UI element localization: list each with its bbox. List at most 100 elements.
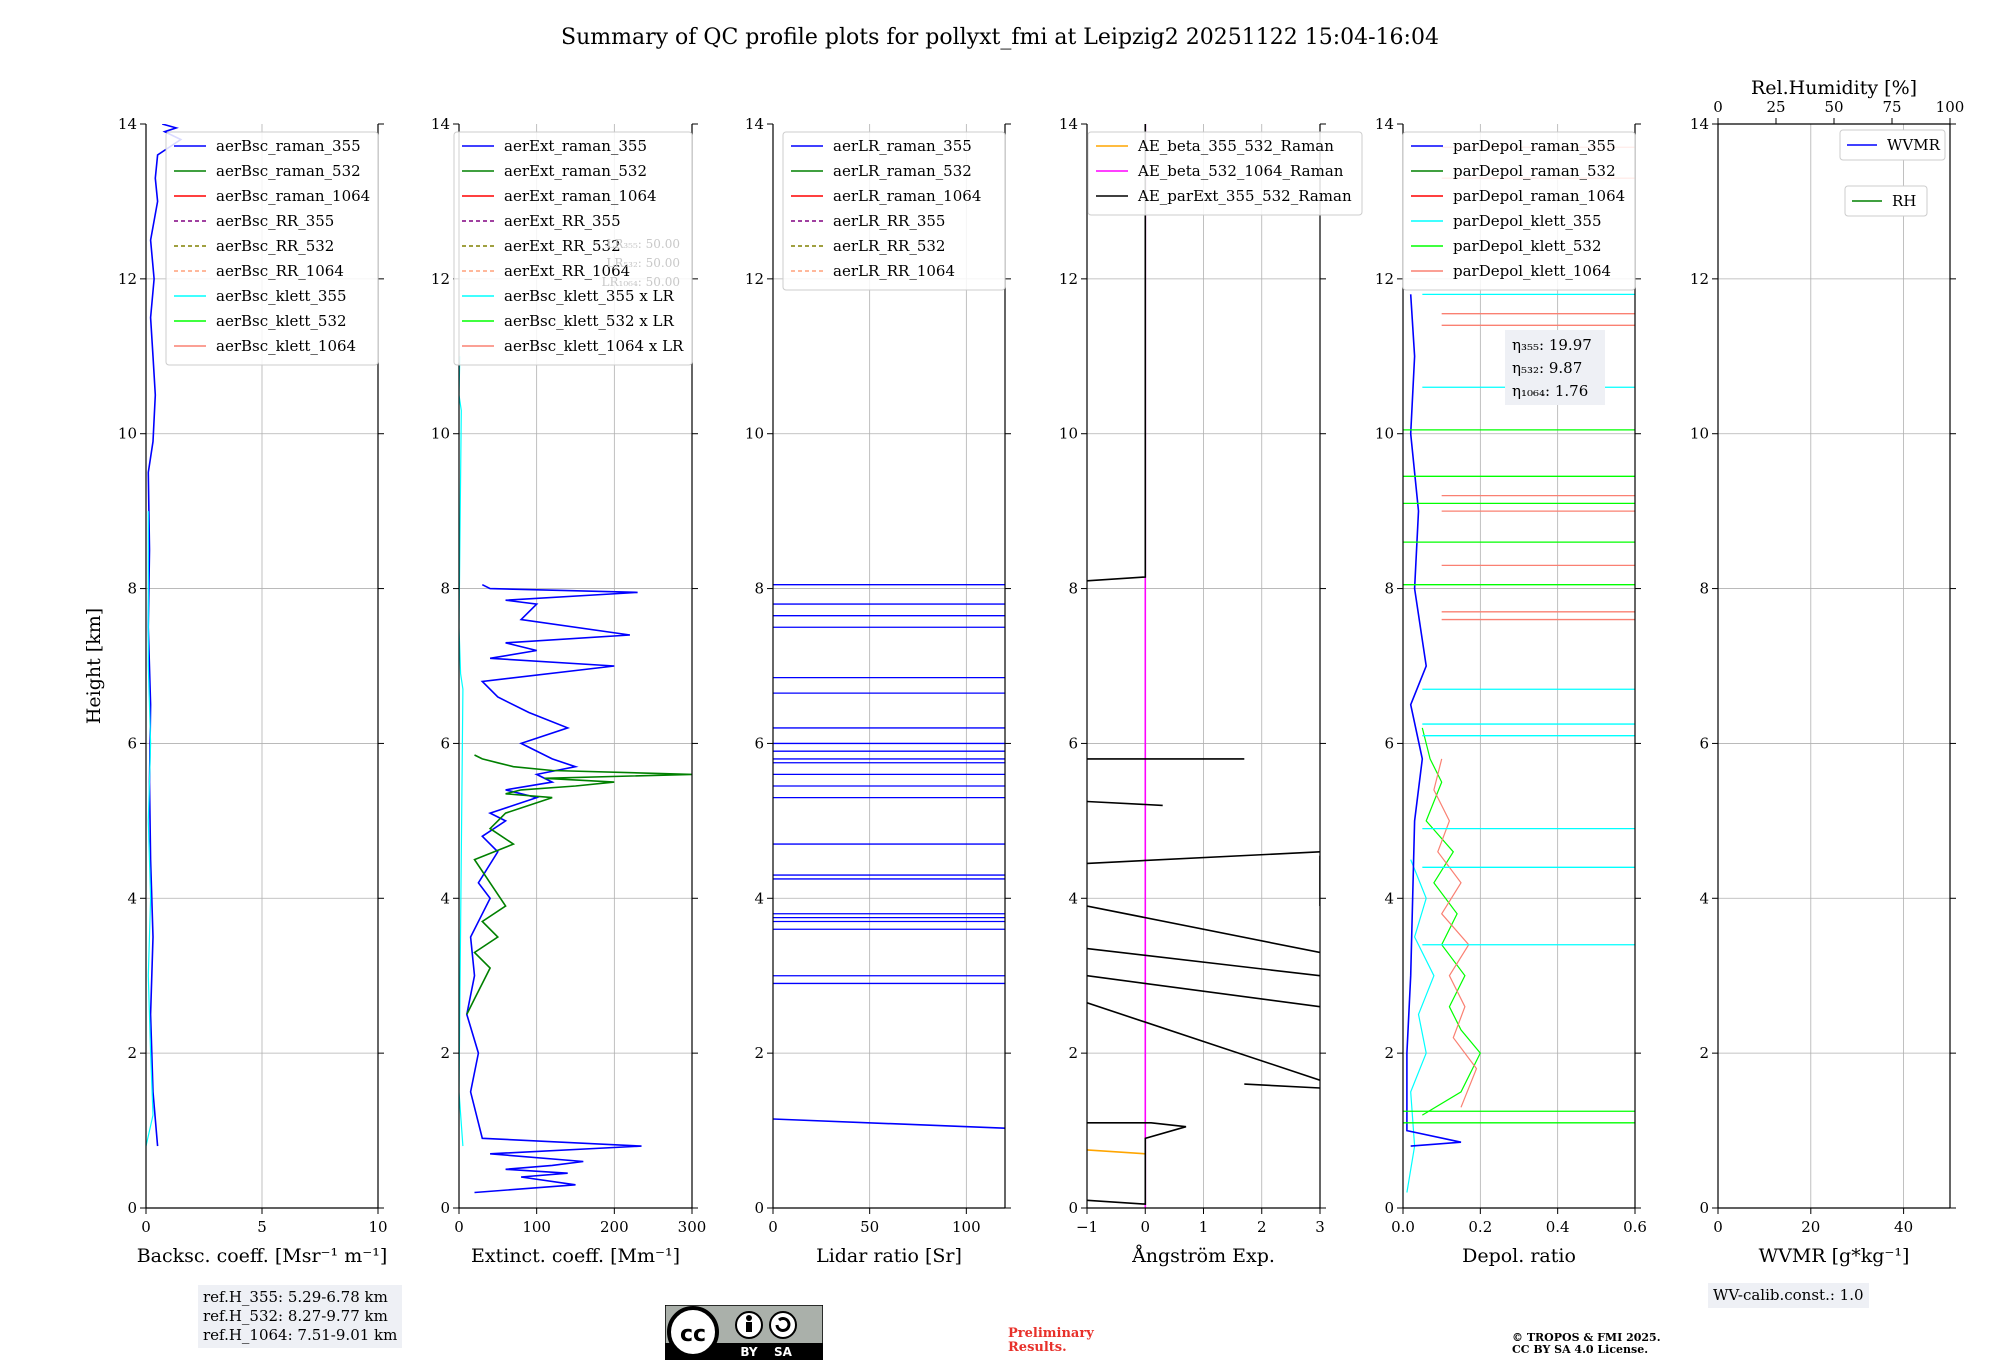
legend-entry: aerExt_RR_355 (504, 212, 621, 230)
x-tick-label: 2 (1257, 1218, 1267, 1236)
legend-entry: parDepol_raman_532 (1453, 162, 1616, 180)
legend-entry: aerLR_RR_1064 (833, 262, 955, 280)
y-tick-label: 12 (1059, 270, 1078, 288)
legend-entry: parDepol_klett_532 (1453, 237, 1602, 255)
legend-entry: aerExt_RR_532 (504, 237, 621, 255)
panel-wvmr: 0 20 40 0 2 4 6 8 10 12 14 WVMR [g*kg⁻¹] 0 25 50 75 100 R… (1690, 77, 1964, 1267)
copyright-note: © TROPOS & FMI 2025. CC BY SA 4.0 Licens… (1512, 1332, 1661, 1356)
legend-entry: aerBsc_klett_355 (216, 287, 347, 305)
series-aerext-raman-532 (466, 754, 692, 1015)
legend: aerLR_raman_355 aerLR_raman_532 aerLR_rama… (782, 131, 1006, 291)
legend-entry: aerLR_raman_355 (833, 137, 972, 155)
y-tick-label: 8 (1699, 580, 1709, 598)
x-tick-label: 0.6 (1623, 1218, 1647, 1236)
legend-entry: aerBsc_RR_1064 (216, 262, 344, 280)
cc-sa-label: SA (774, 1345, 793, 1359)
legend-entry: aerLR_RR_355 (833, 212, 945, 230)
wv-calib-box: WV-calib.const.: 1.0 (1708, 1283, 1869, 1308)
legend-entry: aerBsc_RR_355 (216, 212, 334, 230)
y-tick-label: 6 (1384, 734, 1394, 752)
legend-frame (1844, 185, 1928, 217)
series-aerext-raman-355 (465, 583, 642, 1194)
y-tick-label: 14 (1690, 115, 1709, 133)
y-tick-label: 8 (127, 580, 137, 598)
legend-entry: aerBsc_raman_355 (216, 137, 361, 155)
legend-entry: aerBsc_klett_355 x LR (504, 287, 675, 305)
legend-entry: aerExt_RR_1064 (504, 262, 630, 280)
x-axis-label: Backsc. coeff. [Msr⁻¹ m⁻¹] (137, 1245, 388, 1267)
legend-entry: aerBsc_raman_1064 (216, 187, 370, 205)
legend-entry: aerLR_RR_532 (833, 237, 945, 255)
y-tick-label: 2 (1699, 1044, 1709, 1062)
top-tick-label: 100 (1936, 98, 1965, 116)
legend-frame (1087, 131, 1363, 216)
cc-by-label: BY (740, 1345, 757, 1359)
figure-title: Summary of QC profile plots for pollyxt_… (561, 25, 1439, 50)
y-tick-label: 10 (745, 425, 764, 443)
legend-entry: aerBsc_klett_532 (216, 312, 347, 330)
series-ae-parext-355-532-raman-seg (1087, 905, 1320, 954)
y-tick-label: 2 (754, 1044, 764, 1062)
y-tick-label: 0 (1699, 1199, 1709, 1217)
preliminary-line-2: Results. (1008, 1340, 1067, 1355)
y-tick-label: 8 (440, 580, 450, 598)
y-tick-label: 12 (1690, 270, 1709, 288)
svg-text:cc: cc (680, 1322, 706, 1347)
y-tick-label: 10 (1690, 425, 1709, 443)
y-tick-label: 0 (754, 1199, 764, 1217)
cc-license-badge: cc BY SA (664, 1304, 824, 1361)
data-area (1403, 146, 1635, 1193)
y-tick-label: 10 (1059, 425, 1078, 443)
y-tick-label: 10 (118, 425, 137, 443)
x-axis-label: Depol. ratio (1462, 1245, 1576, 1267)
series-pardepol-klett-355 (1406, 859, 1435, 1193)
x-tick-label: 0 (1140, 1218, 1150, 1236)
lr-note: LR₃₅₅: 50.00 (606, 237, 680, 251)
top-axis-label: Rel.Humidity [%] (1751, 77, 1917, 99)
panel-extinction: 0 100 200 300 0 2 4 6 8 10 12 14 Extinct. coeff. [Mm… (431, 115, 706, 1267)
y-tick-label: 2 (1384, 1044, 1394, 1062)
x-tick-label: −1 (1076, 1218, 1098, 1236)
ref-height-1064: ref.H_1064: 7.51-9.01 km (203, 1326, 398, 1344)
eta-note: η₅₃₂: 9.87 (1512, 359, 1582, 377)
y-tick-label: 4 (1384, 889, 1394, 907)
y-tick-label: 0 (1384, 1199, 1394, 1217)
legend-frame (782, 131, 1006, 291)
eta-box (1505, 330, 1605, 405)
legend-entry: aerExt_raman_532 (504, 162, 647, 180)
eta-note: η₁₀₆₄: 1.76 (1512, 382, 1588, 400)
series-pardepol-klett-532 (1421, 727, 1482, 1116)
series-pardepol-klett-1064 (1433, 758, 1478, 1108)
y-tick-label: 14 (745, 115, 764, 133)
x-tick-label: 40 (1894, 1218, 1913, 1236)
series-ae-beta-355-532-raman (1087, 1149, 1146, 1155)
x-tick-label: 20 (1801, 1218, 1820, 1236)
top-tick-label: 75 (1882, 98, 1901, 116)
preliminary-line-1: Preliminary (1008, 1326, 1094, 1341)
legend-entry: AE_beta_532_1064_Raman (1137, 162, 1344, 180)
y-tick-label: 0 (440, 1199, 450, 1217)
data-area (146, 124, 183, 1147)
y-tick-label: 14 (118, 115, 137, 133)
x-tick-label: 200 (600, 1218, 629, 1236)
legend: parDepol_raman_355 parDepol_raman_532 parD… (1402, 131, 1636, 291)
y-tick-label: 4 (1699, 889, 1709, 907)
y-tick-label: 8 (754, 580, 764, 598)
y-tick-label: 0 (127, 1199, 137, 1217)
cc-badge-graphic: cc BY SA (664, 1304, 824, 1361)
legend-entry: parDepol_klett_355 (1453, 212, 1602, 230)
series-ae-parext-355-532-raman-seg (1087, 800, 1163, 807)
x-axis-label: WVMR [g*kg⁻¹] (1759, 1245, 1910, 1267)
y-tick-label: 2 (1068, 1044, 1078, 1062)
ref-height-355: ref.H_355: 5.29-6.78 km (203, 1288, 388, 1306)
eta-notes: η₃₅₅: 19.97 η₅₃₂: 9.87 η₁₀₆₄: 1.76 (1505, 330, 1605, 405)
x-tick-label: 300 (678, 1218, 707, 1236)
series-ae-parext-355-532-raman (1087, 1122, 1187, 1205)
series-ae-parext-355-532-raman-seg (1087, 947, 1320, 977)
preliminary-note: Preliminary Results. (1008, 1327, 1094, 1355)
series-ae-parext-355-532-raman-seg (1087, 974, 1320, 1008)
x-tick-label: 100 (952, 1218, 981, 1236)
legend-entry: aerExt_raman_355 (504, 137, 647, 155)
